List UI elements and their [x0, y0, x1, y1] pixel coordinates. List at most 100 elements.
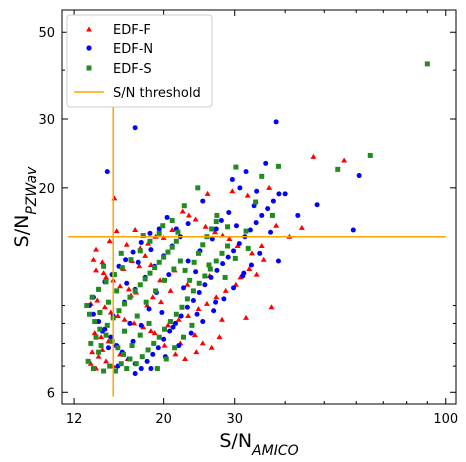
point-edf-n-8	[314, 202, 320, 208]
point-edf-n-49	[202, 282, 208, 288]
point-edf-s-28	[109, 338, 115, 344]
point-edf-s-26	[97, 326, 103, 332]
point-edf-n-89	[146, 306, 152, 312]
point-edf-n-43	[167, 328, 173, 334]
point-edf-f-62	[248, 250, 255, 256]
point-edf-n-55	[236, 241, 242, 247]
point-edf-s-34	[145, 347, 151, 353]
point-edf-s-11	[195, 185, 201, 191]
point-edf-f-22	[101, 304, 108, 310]
point-edf-f-3	[93, 246, 100, 252]
point-edf-f-23	[107, 309, 114, 315]
point-edf-s-44	[202, 273, 208, 279]
point-edf-f-83	[298, 224, 305, 230]
point-edf-s-80	[200, 242, 206, 248]
point-edf-n-44	[173, 320, 179, 326]
point-edf-n-46	[184, 304, 190, 310]
point-edf-s-69	[152, 265, 158, 271]
point-edf-n-12	[254, 188, 260, 194]
point-edf-s-91	[129, 343, 135, 349]
point-edf-n-41	[155, 345, 161, 351]
point-edf-s-109	[245, 245, 251, 251]
axis-ticks: 12 20 30 100 6 20 30 50	[38, 10, 458, 427]
point-edf-n-3	[229, 177, 235, 183]
point-edf-s-19	[111, 272, 117, 278]
point-edf-s-1	[367, 152, 373, 158]
point-edf-n-62	[276, 191, 282, 197]
point-edf-f-18	[149, 294, 156, 300]
point-edf-s-103	[140, 233, 146, 239]
point-edf-s-83	[213, 219, 219, 225]
point-edf-f-94	[144, 302, 151, 308]
point-edf-f-39	[87, 360, 94, 366]
point-edf-n-103	[275, 258, 281, 264]
point-edf-f-46	[199, 340, 206, 346]
point-edf-n-52	[220, 261, 226, 267]
point-edf-n-100	[233, 223, 239, 229]
point-edf-s-105	[175, 229, 181, 235]
point-edf-s-35	[151, 340, 157, 346]
point-edf-n-2	[243, 169, 249, 175]
point-edf-s-55	[118, 361, 124, 367]
point-edf-n-107	[170, 324, 176, 330]
point-edf-f-29	[91, 330, 98, 336]
point-edf-n-50	[208, 274, 214, 280]
point-edf-s-65	[132, 288, 138, 294]
point-edf-s-57	[88, 340, 94, 346]
point-edf-n-30	[90, 311, 96, 317]
point-edf-f-59	[246, 266, 253, 272]
point-edf-n-60	[265, 206, 271, 212]
point-edf-n-109	[127, 320, 133, 326]
point-edf-n-1	[104, 169, 110, 175]
point-edf-n-90	[138, 322, 144, 328]
point-edf-s-87	[163, 356, 169, 362]
point-edf-f-71	[169, 227, 176, 233]
point-edf-n-58	[253, 220, 259, 226]
point-edf-s-39	[173, 311, 179, 317]
point-edf-s-10	[214, 212, 220, 218]
point-edf-f-60	[253, 271, 260, 277]
point-edf-n-86	[185, 258, 191, 264]
legend-label-edf-f: EDF-F	[113, 23, 151, 38]
y-tick-label-30: 30	[38, 113, 55, 128]
point-edf-s-86	[172, 345, 178, 351]
point-edf-s-98	[114, 288, 120, 294]
point-edf-s-13	[169, 218, 175, 224]
point-edf-f-53	[195, 305, 202, 311]
point-edf-n-63	[257, 250, 263, 256]
point-edf-s-79	[196, 250, 202, 256]
point-edf-f-79	[266, 184, 273, 190]
point-edf-f-25	[121, 316, 128, 322]
point-edf-f-67	[202, 223, 209, 229]
point-edf-s-9	[225, 224, 231, 230]
point-edf-f-42	[161, 342, 168, 348]
point-edf-s-31	[127, 356, 133, 362]
point-edf-s-40	[179, 304, 185, 310]
legend: EDF-F EDF-N EDF-S S/N threshold	[66, 14, 213, 108]
point-edf-s-23	[84, 303, 90, 309]
point-edf-f-5	[142, 252, 149, 258]
point-edf-s-51	[96, 349, 102, 355]
point-edf-f-49	[151, 330, 158, 336]
point-edf-f-89	[191, 332, 198, 338]
point-edf-s-0	[424, 61, 430, 67]
point-edf-f-70	[179, 208, 186, 214]
point-edf-n-13	[226, 209, 232, 215]
plot-frame	[61, 9, 457, 405]
point-edf-n-69	[200, 319, 206, 325]
point-edf-s-15	[147, 238, 153, 244]
point-edf-f-12	[100, 270, 107, 276]
point-edf-n-11	[263, 160, 269, 166]
point-edf-n-105	[213, 299, 219, 305]
point-edf-s-3	[275, 163, 281, 169]
point-edf-f-88	[219, 316, 226, 322]
point-edf-f-98	[167, 287, 174, 293]
point-edf-s-102	[118, 250, 124, 256]
point-edf-s-70	[156, 259, 162, 265]
point-edf-s-20	[103, 279, 109, 285]
point-edf-s-78	[191, 259, 197, 265]
point-edf-s-58	[93, 334, 99, 340]
point-edf-s-36	[156, 334, 162, 340]
point-edf-s-82	[209, 226, 215, 232]
